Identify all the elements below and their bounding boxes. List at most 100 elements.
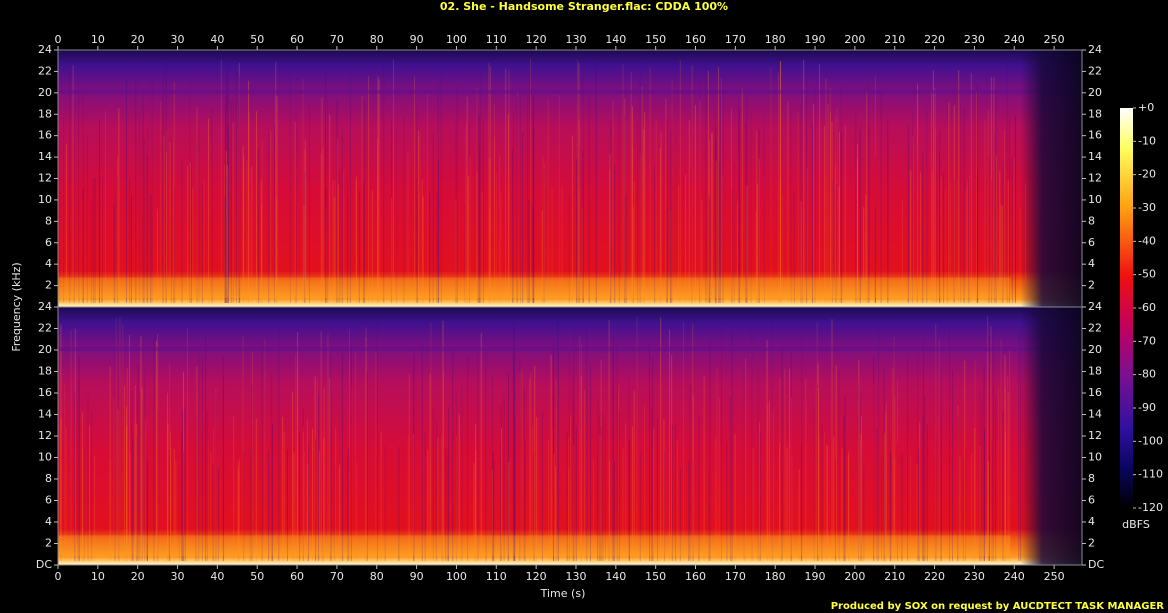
y-tick-label-right: 2 bbox=[1088, 279, 1095, 292]
colorbar-tick-label: -20 bbox=[1138, 168, 1156, 181]
y-tick-label-right: 6 bbox=[1088, 494, 1095, 507]
x-tick-label: 90 bbox=[410, 33, 424, 46]
spectrogram-band bbox=[58, 89, 1082, 94]
x-tick-label: 0 bbox=[55, 33, 62, 46]
x-tick-label-bottom: 250 bbox=[1044, 570, 1065, 583]
x-tick-label: 140 bbox=[605, 33, 626, 46]
x-tick-label: 70 bbox=[330, 33, 344, 46]
y-tick-label: 6 bbox=[45, 494, 52, 507]
y-tick-label-right: 10 bbox=[1088, 451, 1102, 464]
x-tick-label-bottom: 160 bbox=[685, 570, 706, 583]
x-tick-label: 250 bbox=[1044, 33, 1065, 46]
y-tick-label-right: 24 bbox=[1088, 43, 1102, 56]
colorbar-tick-label: -90 bbox=[1138, 401, 1156, 414]
chart-title: 02. She - Handsome Stranger.flac: CDDA 1… bbox=[440, 0, 728, 13]
y-tick-label: 12 bbox=[38, 172, 52, 185]
x-tick-label-bottom: 130 bbox=[565, 570, 586, 583]
colorbar-tick-label: +0 bbox=[1138, 101, 1154, 114]
colorbar-tick-label: -60 bbox=[1138, 301, 1156, 314]
y-tick-label-right: 22 bbox=[1088, 322, 1102, 335]
x-tick-label: 50 bbox=[250, 33, 264, 46]
x-tick-label-bottom: 200 bbox=[844, 570, 865, 583]
colorbar-tick-label: -10 bbox=[1138, 134, 1156, 147]
y-tick-label: 10 bbox=[38, 451, 52, 464]
y-tick-label: 2 bbox=[45, 279, 52, 292]
x-tick-label-bottom: 60 bbox=[290, 570, 304, 583]
y-tick-label-right: 8 bbox=[1088, 214, 1095, 227]
x-tick-label-bottom: 210 bbox=[884, 570, 905, 583]
x-tick-label: 40 bbox=[210, 33, 224, 46]
footer: Produced by SOX on request by AUCDTECT T… bbox=[831, 601, 1165, 612]
x-tick-label-bottom: 170 bbox=[725, 570, 746, 583]
x-tick-label-bottom: 150 bbox=[645, 570, 666, 583]
x-tick-label-bottom: 10 bbox=[91, 570, 105, 583]
x-tick-label: 20 bbox=[131, 33, 145, 46]
colorbar-tick-label: -120 bbox=[1138, 501, 1163, 514]
y-tick-label-right: 20 bbox=[1088, 343, 1102, 356]
x-tick-label-bottom: 80 bbox=[370, 570, 384, 583]
y-axis-label: Frequency (kHz) bbox=[10, 262, 23, 351]
x-tick-label: 10 bbox=[91, 33, 105, 46]
colorbar-tick-label: -100 bbox=[1138, 434, 1163, 447]
x-tick-label-bottom: 40 bbox=[210, 570, 224, 583]
x-tick-label: 120 bbox=[526, 33, 547, 46]
spectrogram-fade bbox=[1020, 307, 1082, 565]
x-tick-label: 190 bbox=[805, 33, 826, 46]
x-tick-label: 150 bbox=[645, 33, 666, 46]
y-tick-label-right: 16 bbox=[1088, 386, 1102, 399]
spectrogram-band bbox=[58, 277, 1011, 299]
y-tick-label-right: 10 bbox=[1088, 193, 1102, 206]
spectrogram-fade bbox=[1020, 50, 1082, 307]
x-tick-label-bottom: 30 bbox=[171, 570, 185, 583]
y-tick-label-right: 6 bbox=[1088, 236, 1095, 249]
x-tick-label: 210 bbox=[884, 33, 905, 46]
colorbar-tick-label: -110 bbox=[1138, 468, 1163, 481]
y-tick-label: 22 bbox=[38, 322, 52, 335]
y-tick-label: 16 bbox=[38, 129, 52, 142]
x-tick-label-bottom: 240 bbox=[1004, 570, 1025, 583]
y-tick-label-right: 14 bbox=[1088, 408, 1102, 421]
y-tick-label: 6 bbox=[45, 236, 52, 249]
x-tick-label-bottom: 20 bbox=[131, 570, 145, 583]
x-tick-label: 220 bbox=[924, 33, 945, 46]
y-tick-label-right: 8 bbox=[1088, 472, 1095, 485]
y-tick-label-right: 4 bbox=[1088, 257, 1095, 270]
y-tick-label-right: 2 bbox=[1088, 537, 1095, 550]
x-tick-label-bottom: 120 bbox=[526, 570, 547, 583]
y-tick-label: 12 bbox=[38, 429, 52, 442]
y-tick-label: 2 bbox=[45, 537, 52, 550]
x-tick-label-bottom: 140 bbox=[605, 570, 626, 583]
y-tick-label-right: 18 bbox=[1088, 107, 1102, 120]
y-tick-label: 14 bbox=[38, 150, 52, 163]
y-tick-label-right: 24 bbox=[1088, 300, 1102, 313]
colorbar-label: dBFS bbox=[1122, 518, 1150, 531]
x-tick-label: 130 bbox=[565, 33, 586, 46]
y-tick-label: 24 bbox=[38, 43, 52, 56]
colorbar-tick-label: -40 bbox=[1138, 234, 1156, 247]
spectrogram-band bbox=[58, 346, 1082, 351]
y-tick-label: 16 bbox=[38, 386, 52, 399]
x-tick-label: 200 bbox=[844, 33, 865, 46]
x-tick-label: 30 bbox=[171, 33, 185, 46]
x-tick-label-bottom: 190 bbox=[805, 570, 826, 583]
y-tick-label-right: 4 bbox=[1088, 515, 1095, 528]
y-tick-label-right: 14 bbox=[1088, 150, 1102, 163]
x-tick-label: 60 bbox=[290, 33, 304, 46]
y-tick-label: 4 bbox=[45, 515, 52, 528]
x-tick-label: 180 bbox=[765, 33, 786, 46]
y-tick-label: 22 bbox=[38, 64, 52, 77]
spectrogram-band bbox=[58, 535, 1011, 556]
x-tick-label: 80 bbox=[370, 33, 384, 46]
x-tick-label-bottom: 90 bbox=[410, 570, 424, 583]
y-tick-label: DC bbox=[36, 558, 52, 571]
colorbar-tick-label: -30 bbox=[1138, 201, 1156, 214]
x-tick-label-bottom: 180 bbox=[765, 570, 786, 583]
x-tick-label-bottom: 70 bbox=[330, 570, 344, 583]
y-tick-label: 20 bbox=[38, 343, 52, 356]
x-tick-label: 230 bbox=[964, 33, 985, 46]
x-tick-label-bottom: 220 bbox=[924, 570, 945, 583]
x-tick-label: 240 bbox=[1004, 33, 1025, 46]
x-axis-label: Time (s) bbox=[540, 587, 586, 600]
y-tick-label: 18 bbox=[38, 365, 52, 378]
